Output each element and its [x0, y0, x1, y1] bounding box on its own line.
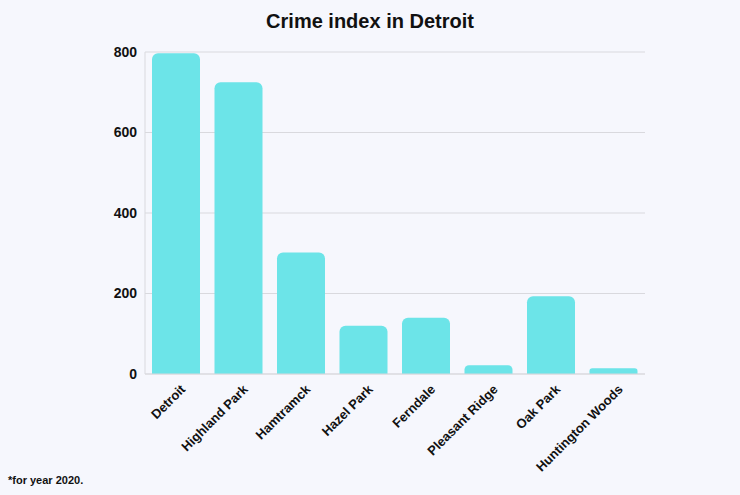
svg-text:600: 600	[114, 124, 138, 140]
svg-text:Hazel Park: Hazel Park	[319, 381, 377, 439]
svg-text:200: 200	[114, 285, 138, 301]
html-text:*for year 2020.: *for year 2020.	[8, 474, 84, 486]
svg-text:Oak Park: Oak Park	[513, 381, 564, 432]
svg-text:0: 0	[129, 366, 137, 382]
svg-text:Pleasant Ridge: Pleasant Ridge	[424, 382, 501, 459]
svg-text:Hamtramck: Hamtramck	[253, 381, 314, 442]
html-text:Crime index in Detroit: Crime index in Detroit	[266, 10, 474, 32]
svg-text:Detroit: Detroit	[148, 381, 189, 422]
svg-text:400: 400	[114, 205, 138, 221]
svg-text:800: 800	[114, 44, 138, 60]
svg-text:Huntington Woods: Huntington Woods	[533, 382, 626, 475]
svg-text:Ferndale: Ferndale	[389, 382, 438, 431]
svg-text:Highland Park: Highland Park	[178, 381, 251, 454]
